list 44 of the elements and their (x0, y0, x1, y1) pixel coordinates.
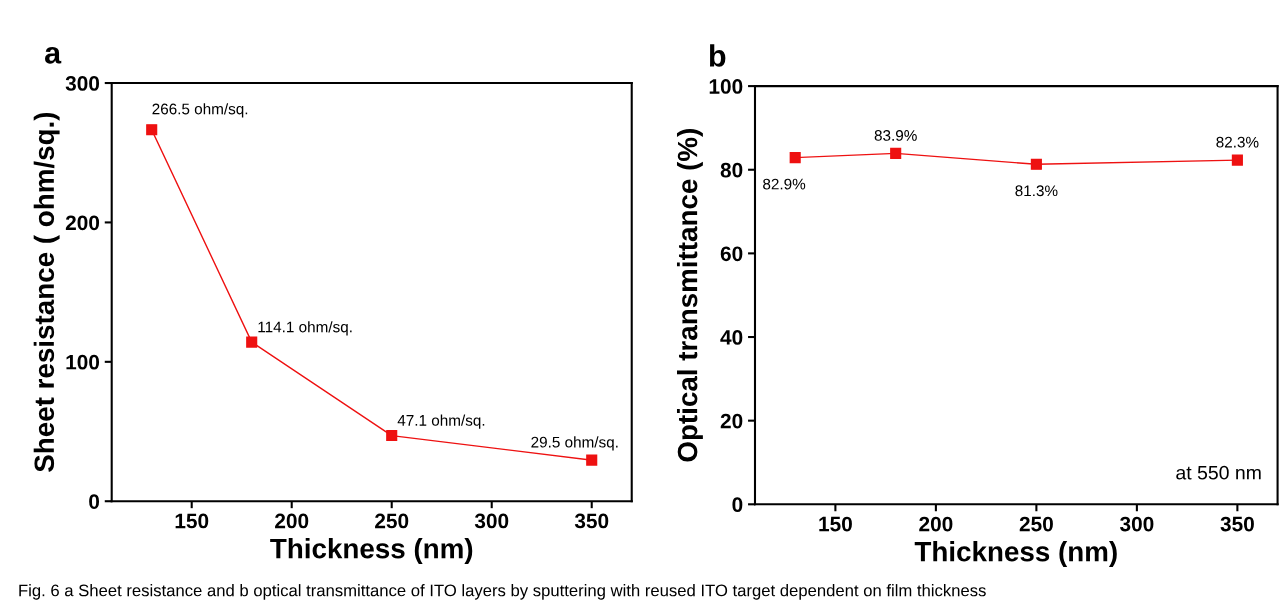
x-tick-label: 200 (919, 516, 953, 532)
point (146, 124, 158, 136)
data-label: 83.9% (874, 130, 917, 141)
y-axis-title: Sheet resistance ( ohm/sq.) (33, 112, 60, 472)
data-label: 266.5 ohm/sq. (152, 103, 248, 118)
chart-title: a (45, 46, 62, 64)
x-tick-label: 250 (375, 513, 409, 529)
data-label: 114.1 ohm/sq. (258, 321, 352, 336)
x-axis-title: Thickness (nm) (914, 541, 1117, 567)
x-tick-label: 300 (474, 513, 509, 529)
point (586, 454, 598, 466)
y-tick-label: 40 (720, 330, 743, 345)
data-label: 29.5 ohm/sq. (531, 436, 618, 451)
x-tick-label: 350 (1220, 516, 1254, 532)
y-tick-label: 100 (709, 79, 743, 94)
x-axis-title: Thickness (nm) (270, 538, 473, 564)
y-axis-title: Optical transmittance (%) (676, 129, 703, 462)
point (1231, 154, 1243, 166)
point (246, 336, 258, 348)
x-tick-label: 150 (175, 513, 209, 529)
point (1030, 158, 1042, 170)
y-tick-label: 60 (720, 246, 743, 262)
y-tick-label: 80 (720, 162, 743, 178)
y-tick-label: 100 (66, 354, 100, 370)
x-tick-label: 200 (275, 513, 309, 529)
annotation: at 550 nm (1176, 465, 1261, 480)
y-tick-label: 0 (732, 497, 743, 513)
point (386, 430, 398, 442)
point (789, 152, 801, 164)
data-label: 82.3% (1216, 136, 1259, 148)
caption: Fig. 6 a Sheet resistance and b optical transmittance of ITO layers by sputtering with reused ITO target dependent on film thickness (19, 584, 986, 600)
y-tick-label: 0 (89, 494, 100, 509)
y-tick-label: 200 (65, 215, 100, 231)
data-label: 81.3% (1015, 185, 1058, 197)
data-label: 82.9% (763, 178, 806, 190)
x-tick-label: 300 (1119, 516, 1154, 532)
data-label: 47.1 ohm/sq. (397, 414, 485, 429)
y-tick-label: 20 (720, 413, 743, 429)
chart-title: b (709, 44, 726, 67)
y-tick-label: 300 (65, 76, 100, 91)
x-tick-label: 350 (574, 513, 609, 529)
x-tick-label: 150 (819, 516, 852, 532)
point (890, 147, 902, 159)
x-tick-label: 250 (1019, 516, 1053, 532)
